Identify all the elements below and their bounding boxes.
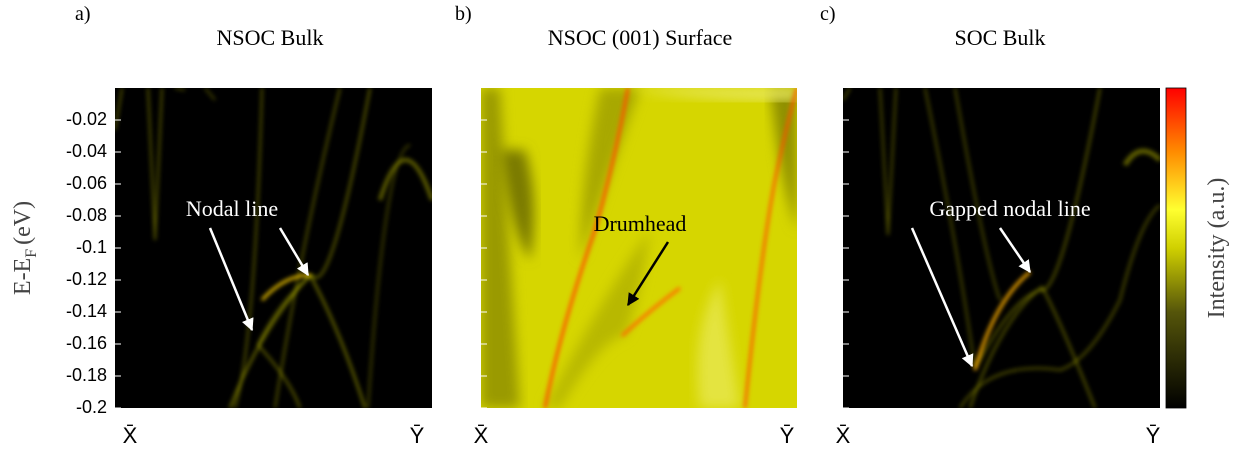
- y-tick-label: -0.06: [66, 173, 107, 193]
- annotation: Nodal line: [186, 196, 278, 221]
- colorbar-label: Intensity (a.u.): [1204, 178, 1230, 319]
- panel-title: SOC Bulk: [954, 25, 1045, 50]
- y-label-main: E-E: [10, 258, 36, 295]
- annotation: Gapped nodal line: [929, 196, 1090, 221]
- y-tick-label: -0.2: [76, 397, 107, 417]
- x-label: Ȳ: [410, 423, 425, 448]
- panel-b: b) NSOC (001) Surface Drumhead X̄ Ȳ: [455, 3, 797, 448]
- y-tick-label: -0.14: [66, 301, 107, 321]
- x-label: Ȳ: [1146, 423, 1161, 448]
- panel-title: NSOC (001) Surface: [548, 25, 733, 50]
- x-label: X̄: [836, 423, 851, 448]
- y-tick-label: -0.08: [66, 205, 107, 225]
- panel-label: a): [75, 3, 91, 25]
- plot-area: [115, 88, 432, 408]
- y-tick-label: -0.1: [76, 237, 107, 257]
- panel-a: a) NSOC Bulk Nodal line X̄ Ȳ: [75, 3, 432, 448]
- y-tick-label: -0.04: [66, 141, 107, 161]
- panel-title: NSOC Bulk: [217, 25, 324, 50]
- x-label: Ȳ: [780, 423, 795, 448]
- x-label: X̄: [474, 423, 489, 448]
- y-axis-label: E-EF (eV): [10, 201, 40, 295]
- y-tick-label: -0.02: [66, 109, 107, 129]
- panel-label: b): [455, 3, 472, 25]
- plot-area: [843, 88, 1160, 408]
- y-tick-label: -0.18: [66, 365, 107, 385]
- y-label-unit: (eV): [10, 201, 36, 245]
- panel-label: c): [820, 3, 836, 25]
- x-label: X̄: [123, 423, 138, 448]
- y-tick-label: -0.16: [66, 333, 107, 353]
- panel-c: c) SOC Bulk Gapped nodal line X̄ Ȳ: [820, 3, 1161, 448]
- colorbar: [1166, 88, 1186, 408]
- annotation: Drumhead: [594, 211, 687, 236]
- figure: a) NSOC Bulk Nodal line X̄ Ȳ b) NSOC (00…: [0, 0, 1246, 454]
- y-tick-label: -0.12: [66, 269, 107, 289]
- y-label-sub: F: [23, 249, 40, 258]
